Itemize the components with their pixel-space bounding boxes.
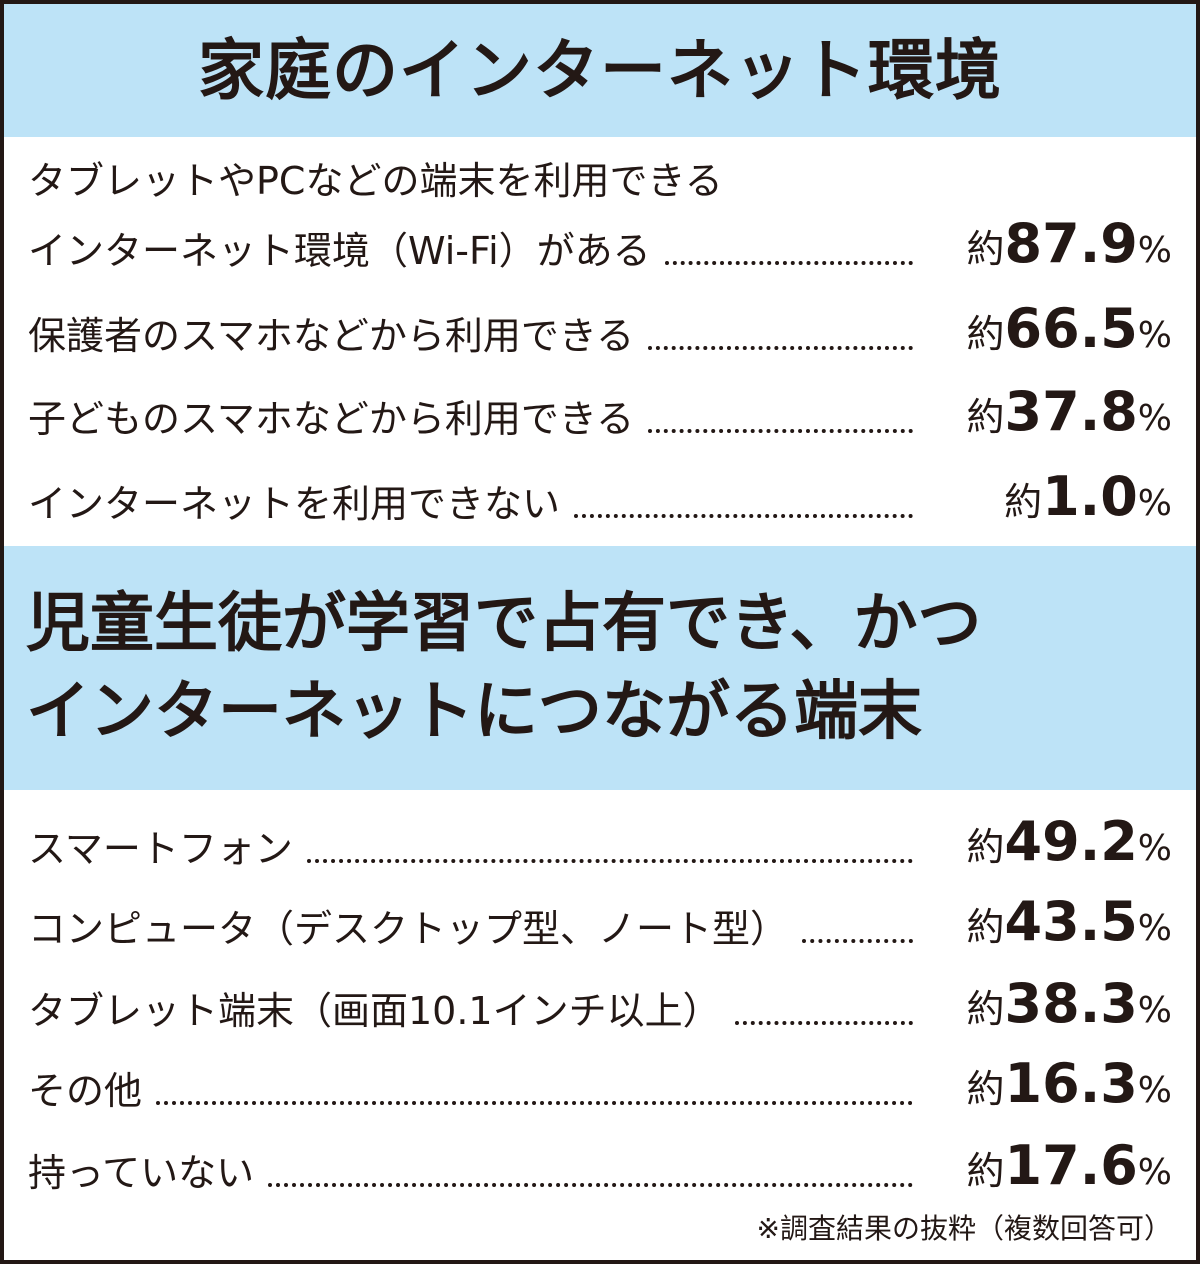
percent-value: 87.9 [1004, 212, 1138, 275]
row-label: その他 [28, 1069, 143, 1113]
row-value: 約87.9% [927, 212, 1172, 275]
leader-dots [156, 1100, 913, 1105]
percent-unit: % [1137, 828, 1172, 869]
stat-row: スマートフォン 約49.2% [28, 810, 1172, 873]
percent-unit: % [1137, 1152, 1172, 1193]
section2-title: 児童生徒が学習で占有でき、かつ インターネットにつながる端末 [4, 546, 1196, 790]
row-label: コンピュータ（デスクトップ型、ノート型） [28, 907, 789, 951]
leader-dots [648, 428, 913, 433]
row-label-line1: タブレットやPCなどの端末を利用できる [28, 159, 723, 203]
percent-unit: % [1137, 315, 1172, 356]
stat-row: コンピュータ（デスクトップ型、ノート型） 約43.5% [28, 890, 1172, 953]
section2-title-line1: 児童生徒が学習で占有でき、かつ [26, 587, 982, 661]
percent-value: 38.3 [1004, 972, 1138, 1035]
section1-title: 家庭のインターネット環境 [4, 4, 1196, 137]
row-value: 約37.8% [927, 380, 1172, 443]
stat-row: 子どものスマホなどから利用できる 約37.8% [28, 380, 1172, 443]
row-label: 持っていない [28, 1151, 255, 1195]
percent-value: 43.5 [1004, 890, 1138, 953]
row-value: 約38.3% [927, 972, 1172, 1035]
leader-dots [574, 513, 913, 518]
row-value: 約66.5% [927, 297, 1172, 360]
percent-unit: % [1137, 990, 1172, 1031]
approx-prefix: 約 [966, 1149, 1005, 1193]
row-label: インターネットを利用できない [28, 482, 561, 526]
leader-dots [648, 345, 913, 350]
approx-prefix: 約 [966, 905, 1005, 949]
section2-title-line2: インターネットにつながる端末 [26, 675, 922, 749]
row-value: 約49.2% [927, 810, 1172, 873]
approx-prefix: 約 [966, 987, 1005, 1031]
stat-row: インターネットを利用できない 約1.0% [28, 465, 1172, 528]
row-label: 保護者のスマホなどから利用できる [28, 314, 635, 358]
row-value: 約16.3% [927, 1052, 1172, 1115]
approx-prefix: 約 [966, 395, 1005, 439]
approx-prefix: 約 [966, 227, 1005, 271]
approx-prefix: 約 [966, 312, 1005, 356]
leader-dots [268, 1182, 913, 1187]
row-label: スマートフォン [28, 827, 293, 871]
row-value: 約43.5% [927, 890, 1172, 953]
approx-prefix: 約 [966, 825, 1005, 869]
percent-value: 17.6 [1004, 1134, 1138, 1197]
leader-dots [664, 260, 913, 265]
percent-value: 37.8 [1004, 380, 1138, 443]
stat-row: 保護者のスマホなどから利用できる 約66.5% [28, 297, 1172, 360]
percent-value: 1.0 [1042, 465, 1138, 528]
stat-row: インターネット環境（Wi-Fi）がある 約87.9% [28, 212, 1172, 275]
percent-value: 16.3 [1004, 1052, 1138, 1115]
row-label: 子どものスマホなどから利用できる [28, 397, 635, 441]
leader-dots [306, 858, 913, 863]
leader-dots [802, 938, 913, 943]
stat-row: 持っていない 約17.6% [28, 1134, 1172, 1197]
percent-unit: % [1137, 398, 1172, 439]
leader-dots [734, 1020, 913, 1025]
percent-value: 49.2 [1004, 810, 1138, 873]
approx-prefix: 約 [966, 1067, 1005, 1111]
row-value: 約17.6% [927, 1134, 1172, 1197]
percent-unit: % [1137, 230, 1172, 271]
stat-row: タブレット端末（画面10.1インチ以上） 約38.3% [28, 972, 1172, 1035]
percent-unit: % [1137, 1070, 1172, 1111]
row-value: 約1.0% [927, 465, 1172, 528]
percent-unit: % [1137, 483, 1172, 524]
percent-unit: % [1137, 908, 1172, 949]
row-label: タブレット端末（画面10.1インチ以上） [28, 989, 721, 1033]
stat-row: その他 約16.3% [28, 1052, 1172, 1115]
row-label: インターネット環境（Wi-Fi）がある [28, 229, 651, 273]
percent-value: 66.5 [1004, 297, 1138, 360]
footnote: ※調査結果の抜粋（複数回答可） [756, 1212, 1172, 1245]
approx-prefix: 約 [1004, 480, 1043, 524]
